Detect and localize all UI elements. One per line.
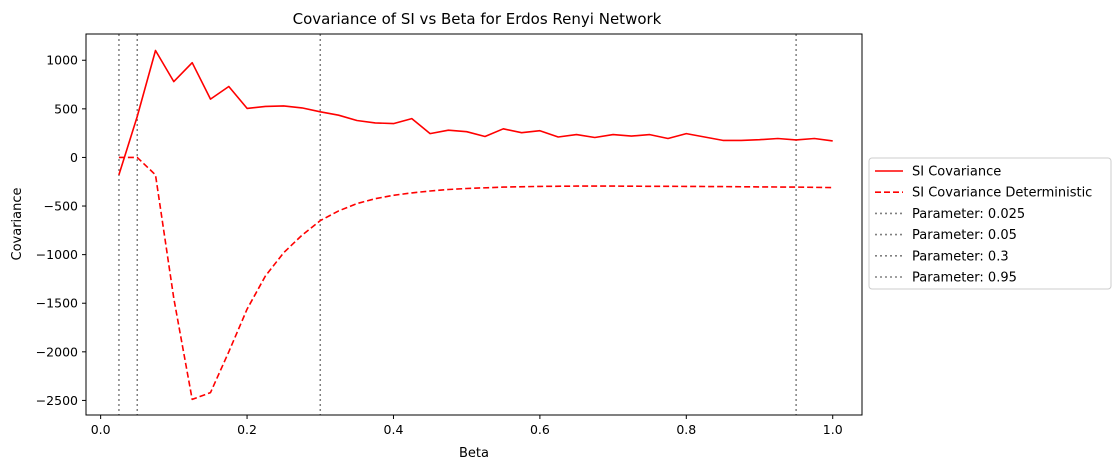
legend-label-2: Parameter: 0.025	[912, 207, 1025, 222]
y-tick-label-6: −2000	[36, 344, 78, 359]
legend: SI Covariance SI Covariance Deterministic…	[868, 157, 1112, 290]
legend-label-4: Parameter: 0.3	[912, 249, 1009, 264]
plot-frame	[85, 33, 863, 416]
y-tick-label-2: 0	[70, 150, 78, 165]
y-axis: 1000 500 0 −500 −1000 −1500 −2000 −2500	[36, 53, 86, 408]
y-tick-label-0: 1000	[46, 53, 78, 68]
legend-frame	[868, 157, 1112, 290]
legend-label-5: Parameter: 0.95	[912, 271, 1017, 286]
y-tick-label-5: −1500	[36, 296, 78, 311]
x-tick-label-4: 0.8	[676, 422, 696, 437]
x-tick-label-1: 0.2	[237, 422, 257, 437]
series-line-0	[118, 49, 833, 176]
legend-label-1: SI Covariance Deterministic	[912, 186, 1092, 201]
legend-label-0: SI Covariance	[912, 165, 1001, 180]
plot-area	[118, 34, 833, 415]
x-tick-label-0: 0.0	[91, 422, 111, 437]
y-tick-label-1: 500	[54, 101, 78, 116]
x-tick-label-5: 1.0	[823, 422, 843, 437]
series-line-1	[118, 156, 833, 401]
chart-title: Covariance of SI vs Beta for Erdos Renyi…	[293, 10, 662, 28]
x-axis-label: Beta	[459, 446, 489, 461]
x-axis: 0.0 0.2 0.4 0.6 0.8 1.0	[91, 415, 843, 437]
x-tick-label-2: 0.4	[384, 422, 404, 437]
y-tick-label-7: −2500	[36, 393, 78, 408]
x-tick-label-3: 0.6	[530, 422, 550, 437]
legend-label-3: Parameter: 0.05	[912, 228, 1017, 243]
y-tick-label-4: −1000	[36, 247, 78, 262]
y-axis-label: Covariance	[10, 188, 25, 261]
y-tick-label-3: −500	[44, 199, 78, 214]
